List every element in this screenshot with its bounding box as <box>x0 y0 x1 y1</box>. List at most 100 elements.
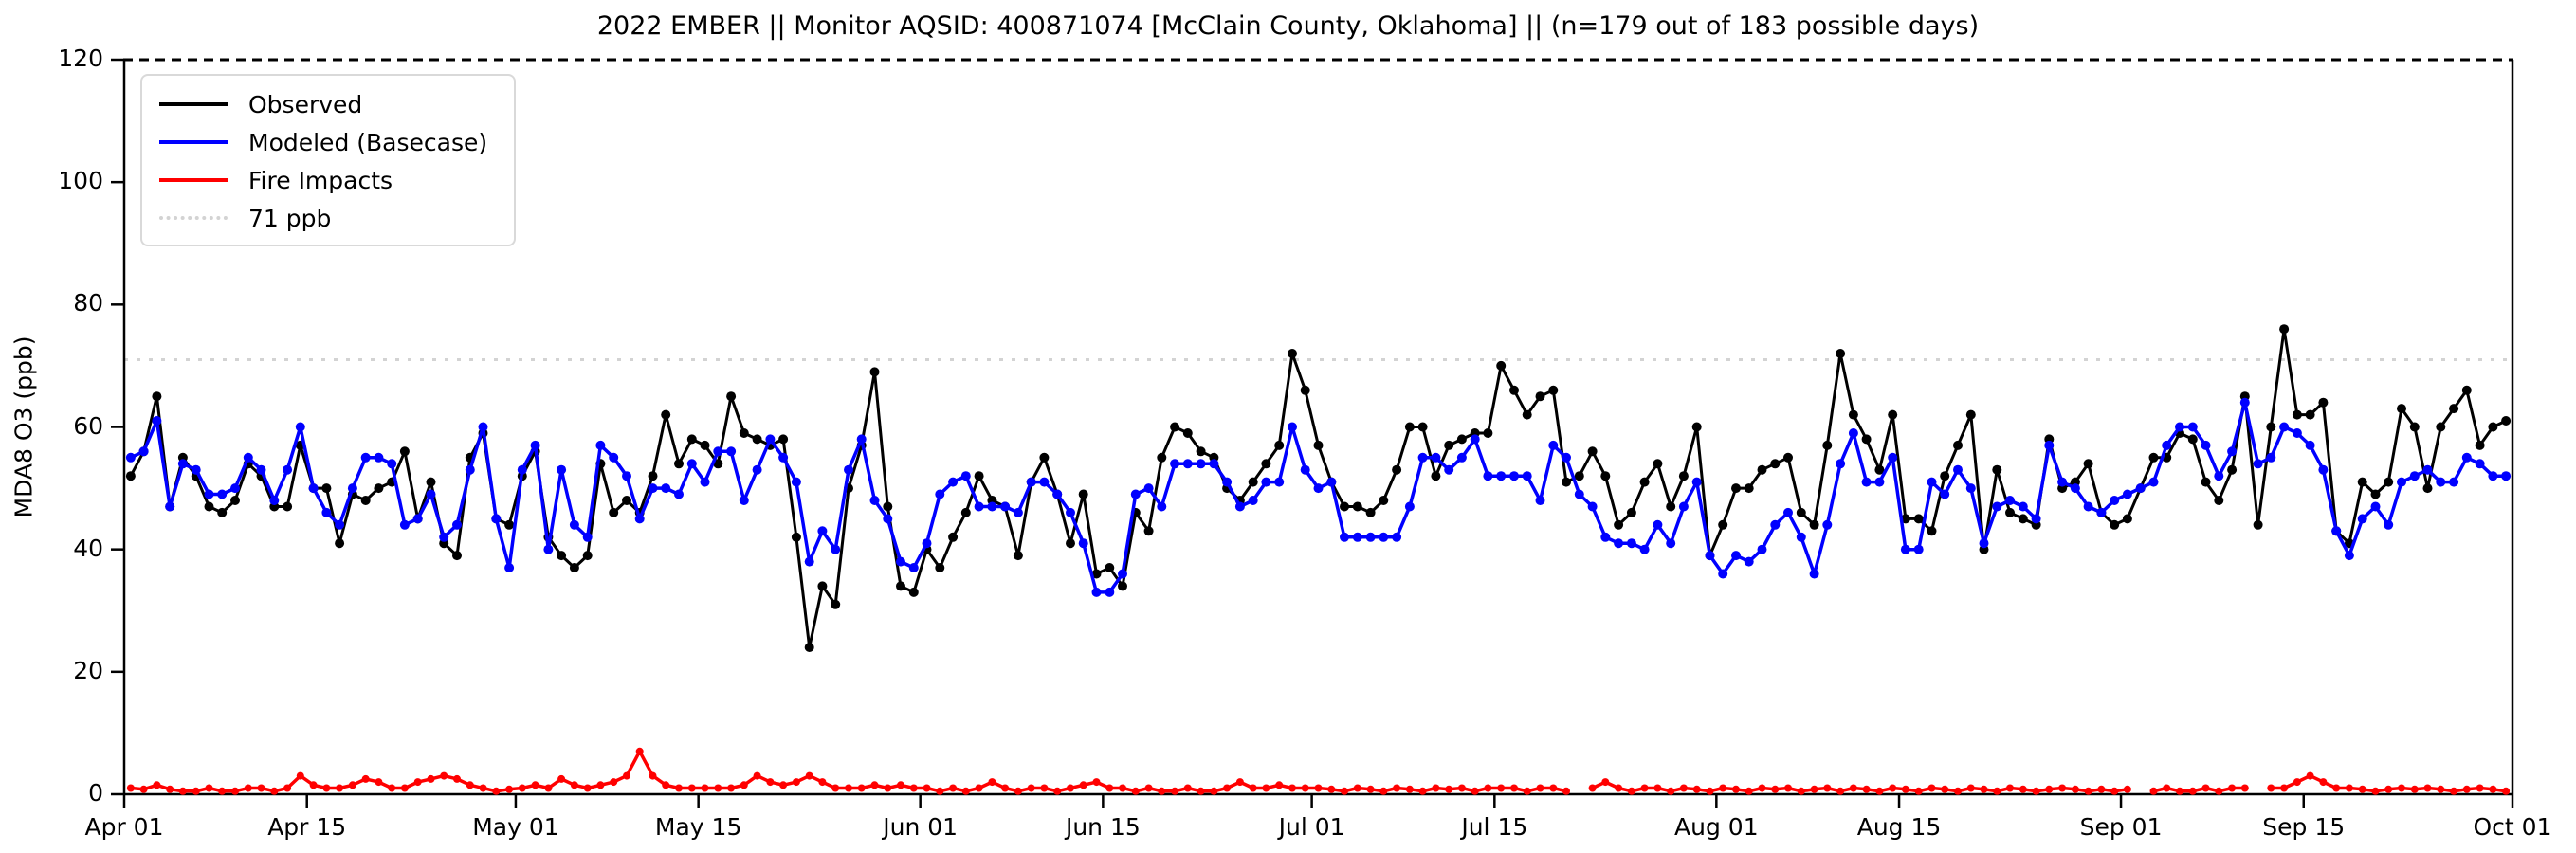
series-marker-1 <box>778 452 789 463</box>
series-marker-2 <box>1067 784 1074 792</box>
series-marker-1 <box>1913 544 1924 554</box>
series-marker-2 <box>1732 785 1740 793</box>
series-marker-2 <box>1849 784 1857 792</box>
series-marker-0 <box>804 643 814 652</box>
series-marker-2 <box>570 781 578 789</box>
series-marker-0 <box>2227 464 2238 475</box>
series-marker-0 <box>321 483 332 494</box>
series-marker-0 <box>778 434 789 445</box>
series-marker-1 <box>1900 544 1910 554</box>
series-marker-2 <box>2345 784 2353 792</box>
series-marker-0 <box>1039 452 1050 463</box>
series-marker-2 <box>1562 787 1570 795</box>
series-marker-2 <box>2384 785 2393 793</box>
series-marker-2 <box>2450 787 2458 795</box>
series-marker-1 <box>1718 569 1728 579</box>
series-marker-2 <box>2006 784 2014 792</box>
series-marker-0 <box>1574 471 1584 481</box>
series-marker-2 <box>309 781 318 789</box>
series-marker-1 <box>2057 477 2068 487</box>
series-marker-2 <box>1275 781 1284 789</box>
series-marker-1 <box>752 464 762 475</box>
series-marker-0 <box>152 391 162 402</box>
series-marker-1 <box>2018 501 2028 512</box>
series-marker-2 <box>2058 784 2067 792</box>
series-marker-1 <box>321 507 332 517</box>
series-marker-2 <box>413 778 422 787</box>
series-marker-1 <box>1300 464 1310 475</box>
series-marker-2 <box>1927 784 1936 792</box>
series-marker-2 <box>635 747 644 755</box>
series-marker-0 <box>1404 422 1415 432</box>
series-marker-0 <box>1913 514 1924 524</box>
series-marker-2 <box>1223 784 1232 792</box>
series-marker-1 <box>1000 501 1011 512</box>
series-marker-0 <box>2018 514 2028 524</box>
series-marker-1 <box>1836 459 1846 469</box>
legend: Observed Modeled (Basecase) Fire Impacts 71… <box>140 74 516 246</box>
series-marker-1 <box>765 434 776 445</box>
series-marker-0 <box>2422 483 2433 494</box>
series-marker-1 <box>191 464 201 475</box>
series-marker-1 <box>2239 397 2250 408</box>
series-marker-1 <box>387 459 397 469</box>
series-marker-1 <box>1143 483 1154 494</box>
series-marker-2 <box>583 784 592 792</box>
series-marker-2 <box>1158 787 1166 795</box>
series-marker-2 <box>2097 785 2106 793</box>
series-marker-2 <box>818 778 827 787</box>
series-marker-2 <box>2163 784 2171 792</box>
series-marker-1 <box>2370 501 2381 512</box>
series-marker-2 <box>1079 781 1087 789</box>
series-marker-2 <box>2201 784 2210 792</box>
series-marker-2 <box>2476 784 2484 792</box>
series-marker-0 <box>1861 434 1872 445</box>
series-marker-1 <box>2110 496 2120 505</box>
series-marker-0 <box>1248 477 1258 487</box>
series-marker-0 <box>1417 422 1428 432</box>
series-marker-2 <box>610 778 618 787</box>
series-marker-1 <box>1809 569 1819 579</box>
series-marker-2 <box>766 778 775 787</box>
series-marker-1 <box>1705 551 1715 561</box>
series-marker-2 <box>1810 785 1818 793</box>
series-marker-0 <box>1352 501 1362 512</box>
series-marker-2 <box>687 784 696 792</box>
series-marker-1 <box>1222 477 1233 487</box>
series-marker-0 <box>1718 519 1728 530</box>
series-marker-1 <box>817 526 828 536</box>
series-marker-2 <box>1144 784 1153 792</box>
series-marker-0 <box>974 471 984 481</box>
series-marker-1 <box>1052 489 1063 499</box>
series-marker-0 <box>1562 477 1571 487</box>
series-marker-2 <box>949 784 958 792</box>
series-marker-1 <box>2070 483 2080 494</box>
series-marker-0 <box>1678 471 1689 481</box>
series-marker-1 <box>1639 544 1650 554</box>
series-marker-0 <box>426 477 436 487</box>
series-marker-0 <box>399 446 410 457</box>
series-marker-0 <box>569 563 579 572</box>
series-marker-1 <box>2357 514 2367 524</box>
series-marker-1 <box>491 514 502 524</box>
series-marker-2 <box>257 784 265 792</box>
series-marker-1 <box>1026 477 1036 487</box>
series-marker-2 <box>2437 785 2445 793</box>
series-marker-1 <box>2488 471 2498 481</box>
series-marker-1 <box>831 544 841 554</box>
series-marker-1 <box>2187 422 2198 432</box>
series-marker-2 <box>884 784 892 792</box>
y-tick-label: 100 <box>58 167 103 195</box>
series-marker-0 <box>230 496 240 505</box>
series-marker-2 <box>897 781 904 789</box>
series-marker-2 <box>1601 778 1610 787</box>
series-marker-2 <box>727 784 736 792</box>
series-marker-1 <box>1078 538 1088 549</box>
series-marker-1 <box>2253 459 2263 469</box>
series-marker-1 <box>1066 507 1075 517</box>
series-marker-0 <box>1653 459 1663 469</box>
series-marker-2 <box>1640 784 1649 792</box>
x-tick-label: May 15 <box>654 813 742 841</box>
y-tick-label: 20 <box>73 656 103 684</box>
